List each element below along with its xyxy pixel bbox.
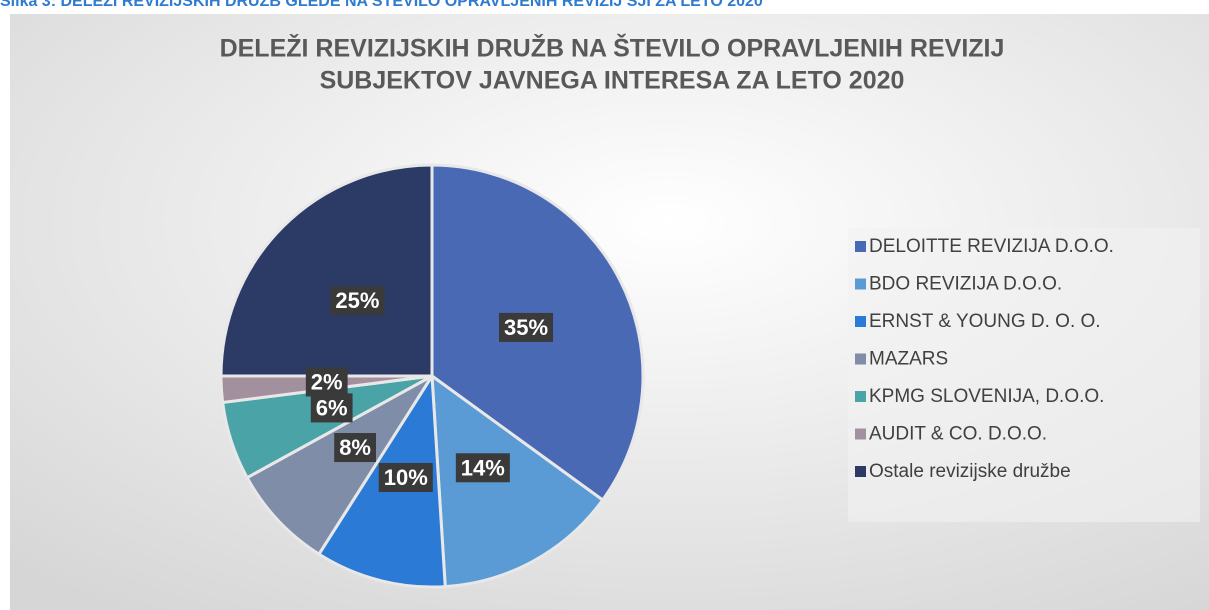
data-label-box [334, 433, 376, 463]
legend-label: ERNST & YOUNG D. O. O. [869, 311, 1101, 332]
data-label: 8% [339, 435, 371, 460]
legend-swatch [855, 466, 866, 477]
legend-swatch [855, 278, 866, 290]
pie-slice [430, 372, 605, 589]
pie-slice [219, 163, 434, 378]
data-label: 6% [316, 395, 348, 420]
data-label: 10% [384, 465, 428, 490]
caption: Slika 3: DELEŽI REVIZIJSKIH DRUŽB GLEDE … [0, 0, 763, 10]
pie-slice [245, 374, 434, 557]
legend-swatch [855, 316, 866, 327]
legend-swatch [855, 353, 866, 365]
data-label: 25% [335, 288, 379, 313]
data-label-box [330, 286, 385, 316]
legend-label: BDO REVIZIJA D.O.O. [869, 274, 1062, 295]
legend-label: AUDIT & CO. D.O.O. [869, 424, 1047, 445]
legend-background [848, 228, 1200, 522]
chart-title: DELEŽI REVIZIJSKIH DRUŽB NA ŠTEVILO OPRA… [220, 33, 1005, 63]
legend-swatch [855, 241, 866, 252]
data-label: 2% [311, 369, 343, 394]
legend-label: DELOITTE REVIZIJA D.O.O. [869, 236, 1114, 257]
legend-label: MAZARS [869, 349, 948, 370]
legend-label: Ostale revizijske družbe [869, 461, 1071, 482]
data-label-box [378, 462, 433, 492]
data-label-box [455, 453, 510, 483]
legend-label: KPMG SLOVENIJA, D.O.O. [869, 386, 1104, 407]
data-label-box [498, 312, 554, 342]
chart-title: SUBJEKTOV JAVNEGA INTERESA ZA LETO 2020 [320, 67, 905, 95]
data-label: 14% [461, 455, 505, 480]
legend-swatch [855, 391, 866, 402]
legend-swatch [855, 428, 866, 440]
data-label-box [305, 367, 348, 397]
data-label: 35% [504, 315, 548, 340]
data-label-box [310, 393, 353, 423]
